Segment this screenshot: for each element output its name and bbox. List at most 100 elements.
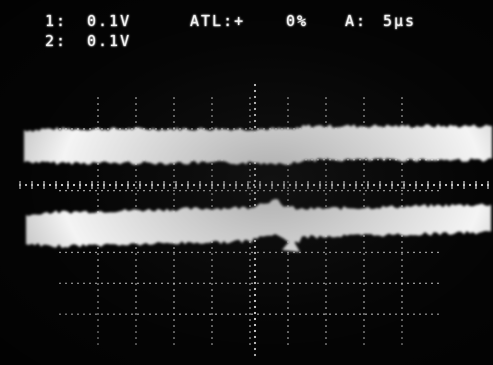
graticule-dot	[311, 313, 313, 315]
graticule-dot	[287, 103, 289, 105]
center-axis-tick	[264, 183, 268, 187]
graticule-dot	[249, 343, 251, 345]
graticule-dot	[325, 331, 327, 333]
graticule-dot	[249, 247, 251, 249]
graticule-dot	[211, 307, 213, 309]
graticule-dot	[407, 282, 409, 285]
graticule-dot	[363, 187, 365, 189]
center-axis-tick	[253, 293, 257, 297]
graticule-dot	[389, 189, 391, 192]
graticule-dot	[401, 319, 403, 321]
graticule-dot	[325, 325, 327, 327]
graticule-dot	[209, 251, 211, 254]
graticule-dot	[211, 193, 213, 195]
graticule-dot	[287, 199, 289, 201]
graticule-dot	[97, 115, 99, 117]
graticule-dot	[135, 271, 137, 273]
center-axis-tick	[253, 125, 257, 129]
graticule-dot	[401, 337, 403, 339]
graticule-dot	[135, 325, 137, 327]
graticule-dot	[249, 331, 251, 333]
graticule-dot	[275, 251, 277, 254]
graticule-dot	[293, 189, 295, 192]
graticule-dot	[185, 189, 187, 192]
graticule-dot	[131, 251, 133, 254]
graticule-dot	[211, 175, 213, 177]
graticule-dot	[363, 241, 365, 243]
center-axis-tick	[253, 197, 257, 201]
center-axis-tick	[252, 183, 256, 187]
graticule-dot	[107, 128, 109, 130]
graticule-dot	[245, 189, 247, 192]
graticule-dot	[203, 313, 205, 315]
graticule-dot	[185, 282, 187, 285]
center-axis-tick	[180, 183, 184, 187]
graticule-dot	[431, 313, 433, 315]
graticule-dot	[211, 283, 213, 285]
graticule-dot	[203, 282, 205, 285]
graticule-dot	[329, 313, 331, 315]
graticule-dot	[325, 313, 327, 315]
graticule-dot	[401, 181, 403, 183]
graticule-dot	[135, 295, 137, 297]
graticule-dot	[135, 301, 137, 303]
graticule-dot	[215, 251, 217, 254]
graticule-dot	[211, 277, 213, 279]
graticule-dot	[317, 282, 319, 285]
graticule-dot	[97, 313, 99, 315]
graticule-dot	[149, 313, 151, 315]
center-axis-tick	[228, 183, 232, 187]
graticule-dot	[287, 295, 289, 297]
graticule-dot	[233, 189, 235, 192]
graticule-dot	[113, 313, 115, 315]
trigger-mode: ATL:+	[190, 12, 246, 30]
graticule-dot	[363, 301, 365, 303]
graticule-dot	[311, 251, 313, 254]
graticule-dot	[97, 109, 99, 111]
graticule-dot	[325, 289, 327, 291]
graticule-dot	[191, 189, 193, 192]
graticule-dot	[77, 313, 79, 315]
graticule-dot	[239, 189, 241, 192]
graticule-dot	[161, 282, 163, 285]
graticule-dot	[325, 337, 327, 339]
graticule-dot	[425, 189, 427, 192]
graticule-dot	[281, 282, 283, 285]
graticule-dot	[249, 169, 251, 171]
graticule-dot	[287, 121, 289, 123]
graticule-dot	[173, 187, 175, 189]
center-axis-tick	[432, 183, 436, 187]
graticule-dot	[167, 282, 169, 285]
graticule-dot	[173, 295, 175, 297]
graticule-dot	[211, 109, 213, 111]
graticule-dot	[95, 313, 97, 315]
graticule-dot	[155, 282, 157, 285]
center-axis-tick	[312, 183, 316, 187]
graticule-dot	[437, 282, 439, 285]
graticule-dot	[383, 189, 385, 192]
graticule-dot	[347, 189, 349, 192]
graticule-dot	[83, 128, 85, 130]
graticule-dot	[135, 319, 137, 321]
graticule-dot	[251, 313, 253, 315]
graticule-dot	[97, 175, 99, 177]
graticule-dot	[325, 247, 327, 249]
graticule-dot	[125, 313, 127, 315]
graticule-dot	[97, 199, 99, 201]
graticule-dot	[173, 265, 175, 267]
center-axis-tick	[253, 95, 257, 99]
graticule-dot	[371, 282, 373, 285]
graticule-dot	[287, 331, 289, 333]
center-axis-tick	[253, 107, 257, 111]
graticule-dot	[233, 251, 235, 254]
graticule-dot	[263, 189, 265, 192]
graticule-dot	[179, 251, 181, 254]
graticule-dot	[249, 97, 251, 99]
graticule-dot	[239, 313, 241, 315]
graticule-dot	[173, 109, 175, 111]
center-axis-tick	[144, 183, 148, 187]
graticule-dot	[89, 128, 91, 130]
graticule-dot	[107, 313, 109, 315]
graticule-dot	[363, 319, 365, 321]
graticule-dot	[287, 115, 289, 117]
